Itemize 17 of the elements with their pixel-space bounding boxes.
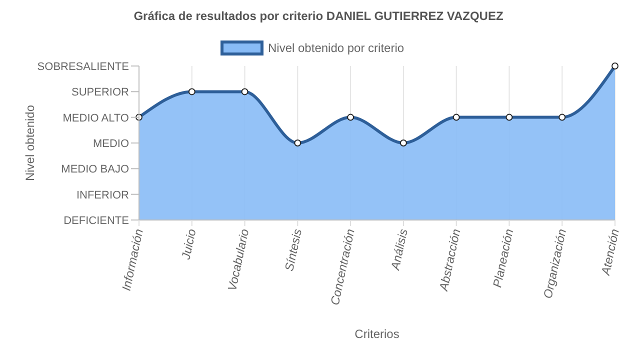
category-label: INFERIOR: [76, 189, 129, 202]
x-tick-label: Planeación: [490, 227, 516, 289]
x-tick-label: Atención: [598, 227, 622, 278]
x-tick-label: Análisis: [388, 228, 410, 272]
legend-label: Nivel obtenido por criterio: [268, 41, 404, 55]
category-label: MEDIO ALTO: [62, 112, 129, 124]
category-label: DEFICIENTE: [64, 215, 129, 227]
category-label: SUPERIOR: [72, 86, 129, 99]
x-tick-label: Síntesis: [282, 228, 305, 272]
text: Nivel obtenido: [23, 104, 37, 182]
x-tick-label: Juicio: [178, 227, 199, 262]
chart-title: Gráfica de resultados por criterio DANIEL GUTIERREZ VAZQUEZ: [134, 9, 504, 23]
category-label: SOBRESALIENTE: [37, 61, 129, 73]
category-label: MEDIO: [92, 138, 129, 150]
category-label: MEDIO BAJO: [61, 164, 129, 176]
x-axis-title: Criterios: [354, 327, 400, 341]
x-tick-label: Abstracción: [436, 227, 464, 293]
